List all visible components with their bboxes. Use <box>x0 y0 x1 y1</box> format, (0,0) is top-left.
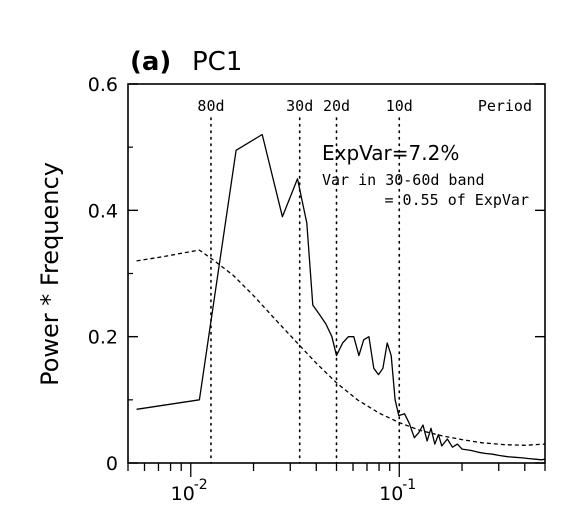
annotation-band-line2: = 0.55 of ExpVar <box>385 191 530 209</box>
y-tick-label: 0.2 <box>88 327 118 349</box>
period-label-80d: 80d <box>197 97 224 115</box>
x-tick-label: 10 <box>171 483 195 505</box>
y-tick-label: 0.4 <box>88 200 118 222</box>
series-lines <box>136 133 546 461</box>
period-label-20d: 20d <box>323 97 350 115</box>
series-line-solid <box>136 133 546 461</box>
annotation-band-line1: Var in 30-60d band <box>322 171 485 189</box>
series-line-dashed <box>136 249 546 446</box>
axes: 00.20.40.610-2 10-1 <box>88 74 546 505</box>
x-tick-label-exponent: -1 <box>402 477 416 493</box>
y-axis-label: Power * Frequency <box>36 162 64 386</box>
x-tick-label-exponent: -2 <box>194 477 208 493</box>
period-label-30d: 30d <box>286 97 313 115</box>
chart-title: PC1 <box>192 47 242 77</box>
y-tick-label: 0.6 <box>88 74 118 96</box>
panel-label: (a) <box>130 47 171 77</box>
x-tick-label: 10 <box>379 483 403 505</box>
y-tick-label: 0 <box>106 453 118 475</box>
period-lines: 80d 30d 20d 10d <box>197 97 413 464</box>
period-label-10d: 10d <box>386 97 413 115</box>
period-header: Period <box>478 97 532 115</box>
annotation-expvar: ExpVar=7.2% <box>322 141 459 165</box>
